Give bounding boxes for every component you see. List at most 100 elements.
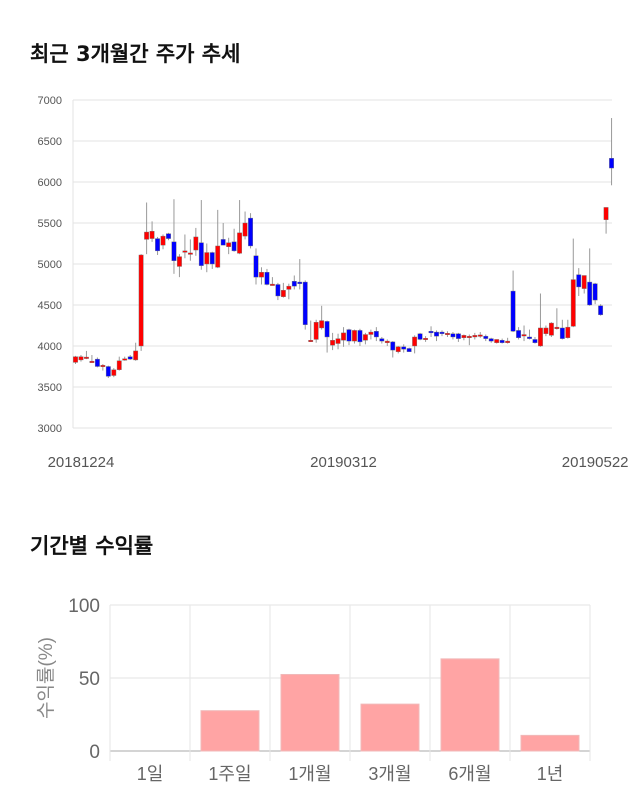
candle-body	[494, 339, 500, 343]
y-tick-label: 6000	[38, 177, 62, 189]
candle-body	[559, 327, 565, 339]
candle-body	[94, 358, 100, 367]
candle-body	[280, 290, 286, 297]
candle-body	[445, 333, 450, 335]
candle-body	[253, 255, 259, 278]
candle-body	[412, 336, 418, 347]
candle-body	[177, 256, 182, 267]
candle-body	[111, 369, 117, 376]
candle-body	[516, 330, 521, 339]
y-tick-label: 5000	[38, 259, 62, 271]
candle-body	[527, 336, 532, 339]
candle-body	[286, 285, 292, 290]
candle-body	[226, 242, 232, 247]
candle-body	[390, 341, 396, 351]
candle-body	[548, 322, 554, 336]
candle-body	[116, 360, 122, 370]
candlestick-chart: 3000 3500 4000 4500 5000 5500 6000 6500 7000 2018…	[38, 95, 629, 471]
y-tick-label: 4500	[38, 300, 62, 312]
candle-body	[461, 335, 467, 338]
candle-body	[171, 241, 177, 261]
candle-body	[406, 348, 412, 352]
candle-body	[335, 338, 341, 344]
candle-body	[488, 338, 494, 342]
candle-body	[439, 331, 445, 334]
candle-body	[576, 274, 582, 288]
candle-body	[456, 333, 461, 339]
candle-body	[352, 330, 357, 342]
candle-body	[521, 334, 527, 337]
x-tick-label: 1주일	[208, 764, 251, 784]
candle-body	[242, 222, 248, 237]
y-tick-label: 0	[89, 742, 100, 763]
y-tick-label: 3000	[38, 423, 62, 435]
candle-body	[78, 356, 84, 361]
candle-body	[248, 217, 253, 247]
candle-body	[423, 338, 428, 340]
bar	[360, 703, 420, 752]
x-tick-label: 3개월	[368, 764, 411, 784]
bar	[280, 673, 340, 752]
candle-body	[302, 281, 308, 325]
y-tick-label: 5500	[38, 218, 62, 230]
candle-body	[193, 236, 199, 251]
candle-body	[346, 329, 352, 342]
candle-body	[330, 340, 335, 346]
candle-body	[297, 281, 303, 284]
candle-body	[609, 158, 614, 169]
candle-body	[466, 335, 472, 339]
candle-body	[565, 326, 571, 339]
candle-body	[499, 340, 505, 343]
candle-body	[182, 250, 188, 253]
candle-body	[510, 290, 516, 332]
candle-body	[160, 235, 166, 246]
bar	[520, 734, 580, 752]
candle-body	[259, 272, 264, 278]
candle-body	[379, 338, 385, 342]
candle-body	[592, 283, 598, 301]
candle-body	[357, 330, 363, 343]
y-tick-label: 6500	[38, 136, 62, 148]
candle-body	[237, 232, 242, 254]
candle-body	[166, 233, 171, 239]
y-tick-label: 50	[79, 669, 100, 690]
returns-bar-chart: 0 50 100 1일 1주일 1개월 3개월 6개월 1년 수익률(%)	[35, 596, 591, 784]
x-tick-label: 1년	[537, 764, 564, 784]
candle-body	[341, 332, 346, 341]
candle-body	[368, 331, 374, 335]
candle-body	[477, 334, 483, 337]
candle-body	[603, 207, 609, 220]
candle-body	[308, 340, 314, 342]
price-trend-title: 최근 3개월간 주가 추세	[30, 42, 241, 66]
candle-body	[401, 346, 407, 350]
candle-body	[363, 334, 368, 341]
candle-body	[581, 275, 587, 289]
candle-body	[187, 252, 193, 255]
candle-body	[450, 333, 456, 338]
y-tick-label: 3500	[38, 382, 62, 394]
candle-body	[291, 281, 297, 287]
candle-body	[149, 230, 155, 239]
y-tick-label: 4000	[38, 341, 62, 353]
x-tick-label: 1개월	[288, 764, 331, 784]
candle-body	[395, 346, 401, 352]
y-axis-label: 수익률(%)	[35, 637, 57, 719]
candle-body	[538, 327, 543, 347]
candle-body	[138, 254, 144, 347]
candle-body	[105, 366, 111, 377]
candle-body	[373, 331, 379, 338]
candle-body	[598, 305, 604, 316]
candle-body	[543, 327, 549, 334]
candle-body	[434, 331, 439, 337]
y-tick-label: 100	[68, 596, 100, 617]
candle-body	[220, 239, 226, 246]
candle-body	[384, 340, 390, 343]
candle-body	[472, 335, 478, 338]
candle-body	[73, 356, 78, 363]
candle-body	[100, 365, 106, 367]
y-tick-label: 7000	[38, 95, 62, 107]
candle-body	[587, 281, 593, 306]
candle-body	[570, 279, 576, 327]
candle-body	[231, 241, 237, 252]
candle-body	[324, 321, 330, 338]
